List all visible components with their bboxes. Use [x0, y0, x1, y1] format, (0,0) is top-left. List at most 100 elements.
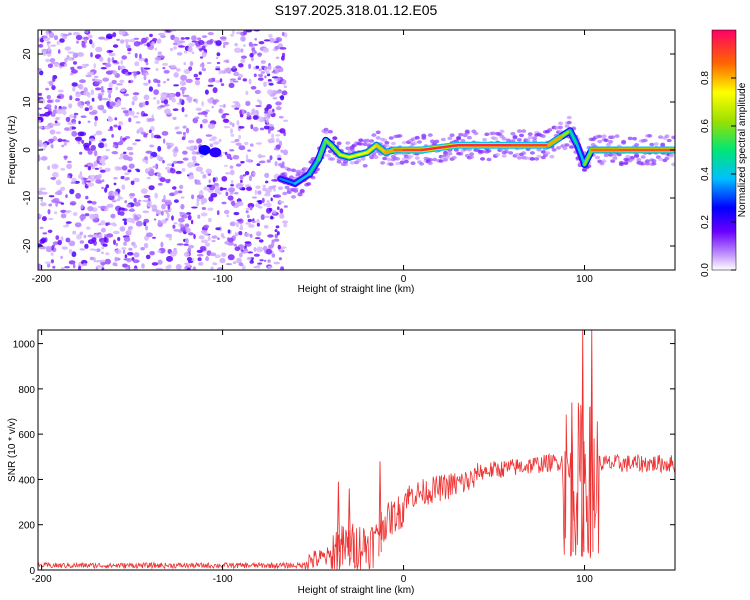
- noise-speckle: [229, 149, 235, 152]
- noise-speckle: [47, 229, 53, 233]
- noise-speckle: [109, 50, 114, 53]
- spectrogram-x-ticks: -200 -100 0 100: [32, 30, 593, 285]
- noise-speckle: [138, 199, 142, 202]
- noise-speckle: [47, 209, 51, 215]
- noise-speckle: [182, 125, 187, 129]
- noise-speckle: [179, 98, 183, 104]
- noise-speckle: [267, 79, 272, 82]
- noise-speckle: [174, 190, 179, 195]
- noise-speckle: [244, 171, 250, 176]
- noise-speckle: [263, 215, 270, 218]
- noise-speckle: [257, 190, 262, 195]
- noise-speckle: [208, 179, 211, 184]
- noise-speckle: [123, 93, 130, 97]
- ridge-halo: [386, 157, 392, 162]
- noise-speckle: [267, 265, 273, 269]
- noise-speckle: [247, 218, 252, 223]
- noise-speckle: [68, 249, 73, 254]
- ridge-halo: [645, 159, 650, 163]
- noise-speckle: [265, 70, 270, 75]
- noise-speckle: [65, 221, 72, 224]
- ridge-halo: [291, 168, 296, 173]
- noise-speckle: [123, 151, 127, 154]
- noise-speckle: [157, 182, 163, 186]
- ridge-halo: [358, 138, 364, 142]
- noise-speckle: [173, 72, 179, 78]
- noise-speckle: [252, 220, 257, 223]
- noise-speckle: [172, 151, 178, 158]
- noise-speckle: [169, 47, 174, 52]
- noise-speckle: [79, 240, 85, 244]
- noise-speckle: [87, 34, 93, 39]
- ridge-halo: [410, 161, 416, 165]
- noise-speckle: [98, 56, 104, 62]
- ridge-halo: [625, 155, 631, 159]
- noise-speckle: [163, 194, 166, 201]
- ridge-halo: [360, 157, 366, 161]
- noise-speckle: [260, 71, 265, 74]
- noise-speckle: [107, 87, 113, 90]
- noise-speckle: [187, 247, 192, 254]
- noise-speckle: [267, 234, 274, 238]
- noise-speckle: [101, 186, 104, 190]
- noise-speckle: [157, 83, 161, 87]
- noise-speckle: [59, 38, 65, 43]
- noise-speckle: [229, 128, 234, 134]
- noise-speckle: [41, 216, 47, 222]
- ridge-halo: [664, 156, 670, 161]
- noise-speckle: [116, 99, 121, 105]
- ridge-halo: [527, 132, 533, 136]
- ridge-segment: [338, 153, 351, 159]
- noise-speckle: [116, 198, 121, 202]
- noise-speckle: [128, 80, 132, 83]
- noise-speckle: [100, 67, 107, 70]
- noise-speckle: [252, 196, 257, 199]
- noise-speckle: [238, 231, 243, 236]
- noise-speckle: [247, 149, 251, 152]
- ridge-halo: [551, 148, 557, 152]
- ridge-halo: [549, 154, 555, 159]
- noise-speckle: [125, 267, 130, 270]
- noise-speckle: [72, 230, 77, 235]
- noise-speckle: [80, 204, 84, 209]
- noise-speckle: [274, 229, 278, 233]
- noise-speckle: [227, 237, 230, 242]
- spectral-blob: [198, 145, 211, 155]
- noise-speckle: [93, 160, 98, 166]
- ridge-halo: [514, 152, 520, 157]
- ridge-halo: [562, 146, 568, 151]
- noise-speckle: [65, 140, 70, 143]
- snr-spike: [570, 402, 574, 557]
- noise-speckle: [98, 233, 103, 239]
- noise-speckle: [193, 233, 196, 240]
- noise-speckle: [283, 223, 288, 228]
- ridge-halo: [401, 140, 407, 145]
- ridge-halo: [601, 134, 607, 138]
- ridge-halo: [601, 159, 607, 163]
- noise-speckle: [238, 134, 242, 140]
- noise-speckle: [201, 35, 208, 38]
- noise-speckle: [253, 73, 257, 78]
- noise-speckle: [112, 60, 118, 63]
- noise-speckle: [111, 151, 119, 155]
- noise-speckle: [196, 116, 200, 119]
- ridge-halo: [610, 135, 616, 139]
- noise-speckle: [249, 260, 254, 264]
- noise-speckle: [141, 263, 145, 269]
- noise-speckle: [112, 191, 119, 197]
- noise-speckle: [258, 239, 264, 243]
- noise-speckle: [280, 266, 285, 270]
- noise-speckle: [79, 214, 86, 220]
- ridge-halo: [523, 156, 529, 160]
- snr-x-ticks: -200 -100 0 100: [32, 330, 593, 585]
- noise-speckle: [121, 165, 128, 171]
- ridge-halo: [336, 141, 342, 146]
- noise-speckle: [83, 91, 90, 96]
- noise-speckle: [89, 174, 97, 181]
- ridge-halo: [286, 167, 292, 172]
- y-tick-label: 600: [18, 430, 35, 441]
- noise-speckle: [211, 235, 218, 239]
- noise-speckle: [75, 97, 80, 102]
- ridge-halo: [369, 139, 375, 143]
